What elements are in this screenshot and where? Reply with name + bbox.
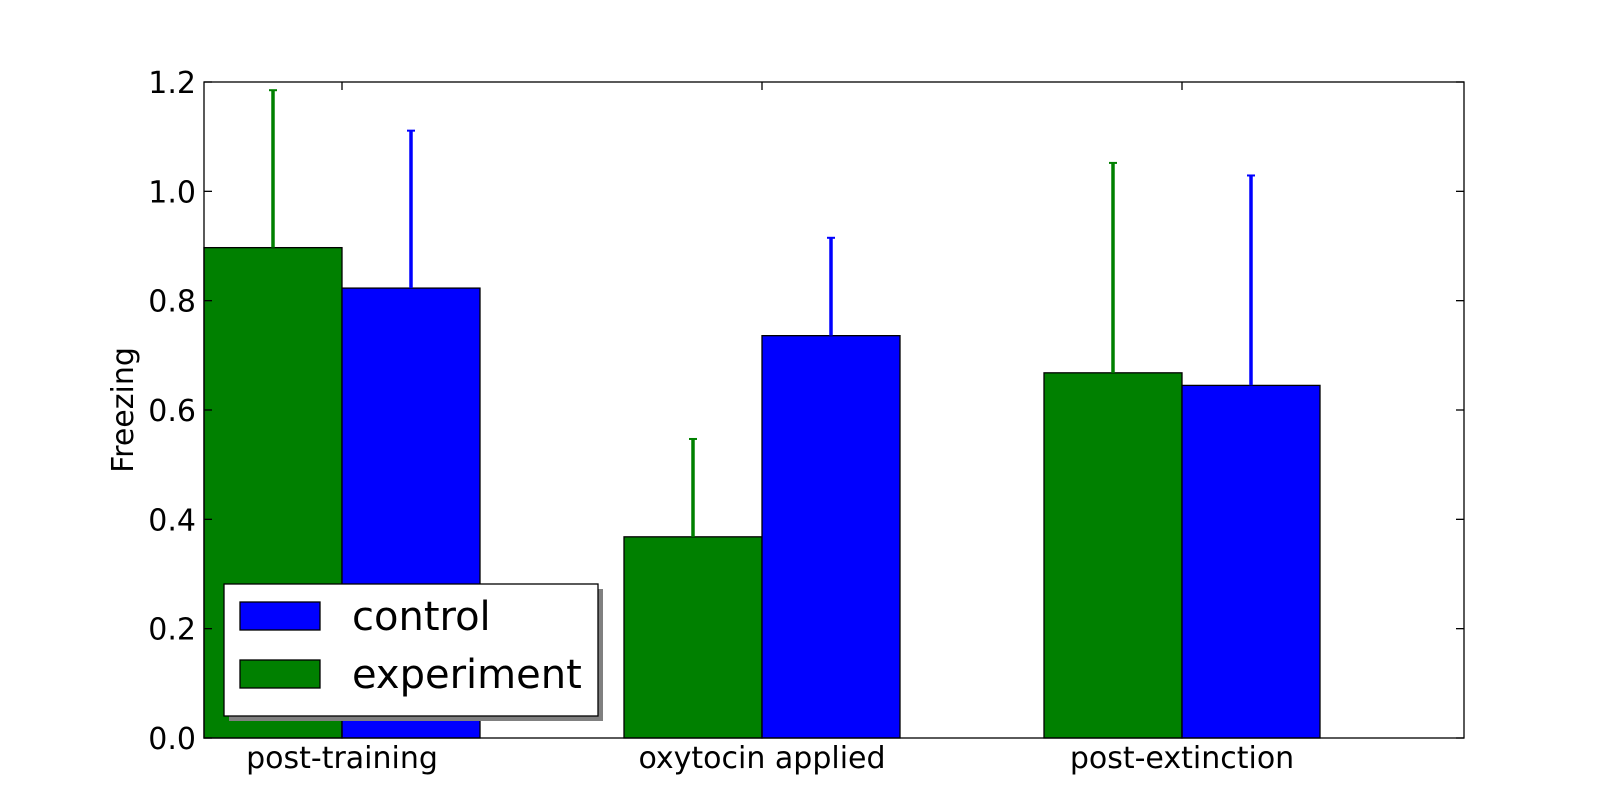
y-tick-label: 1.2 <box>148 66 196 101</box>
legend-swatch-control <box>239 601 321 631</box>
error-bars-layer <box>269 89 1255 537</box>
y-tick-label: 0.8 <box>148 285 196 320</box>
y-tick-label: 0.2 <box>148 613 196 648</box>
legend-label-experiment: experiment <box>352 652 582 698</box>
x-tick-label: post-training <box>246 741 438 776</box>
bar-control-3 <box>1181 384 1321 739</box>
x-tick-label: oxytocin applied <box>638 741 885 776</box>
legend: control experiment <box>223 583 603 721</box>
legend-swatch-experiment <box>239 659 321 689</box>
bar-control-2 <box>761 335 901 739</box>
bar-experiment-3 <box>1043 372 1183 739</box>
y-tick-label: 0.6 <box>148 394 196 429</box>
y-tick-label: 1.0 <box>148 175 196 210</box>
y-tick-labels: 0.0 0.2 0.4 0.6 0.8 1.0 1.2 <box>148 66 196 757</box>
y-axis-label: Freezing <box>106 347 141 473</box>
x-tick-label: post-extinction <box>1070 741 1294 776</box>
x-tick-labels: post-training oxytocin applied post-extinc… <box>246 741 1294 776</box>
legend-label-control: control <box>352 594 491 640</box>
y-tick-label: 0.4 <box>148 503 196 538</box>
y-tick-label: 0.0 <box>148 722 196 757</box>
bar-experiment-2 <box>623 536 763 739</box>
axis-ticks <box>204 81 1464 739</box>
